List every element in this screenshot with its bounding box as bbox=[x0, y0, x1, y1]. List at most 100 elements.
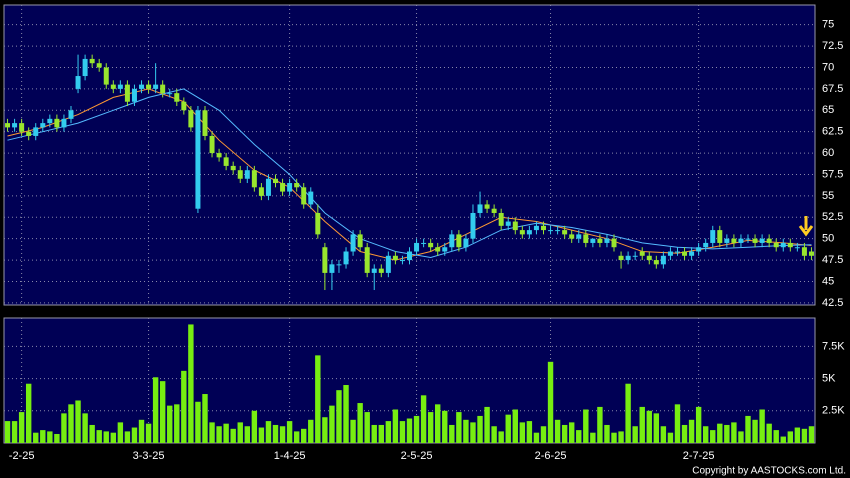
y-tick-label: 70 bbox=[822, 61, 834, 73]
volume-bar bbox=[660, 426, 667, 443]
candle-body bbox=[33, 127, 39, 136]
volume-bar bbox=[4, 421, 11, 443]
candle-body bbox=[456, 234, 462, 248]
volume-bar bbox=[237, 422, 243, 443]
volume-bar bbox=[653, 413, 660, 443]
candle-body bbox=[632, 255, 638, 257]
volume-bar bbox=[695, 406, 702, 443]
moving-average-line bbox=[7, 88, 812, 259]
arrow-marker bbox=[798, 216, 814, 237]
candle-body bbox=[555, 230, 561, 232]
candle-body bbox=[463, 238, 469, 248]
y-tick-label: 75 bbox=[822, 19, 834, 31]
y-tick-label: 47.5 bbox=[822, 254, 843, 266]
volume-bar bbox=[230, 428, 236, 443]
volume-bar bbox=[717, 423, 723, 443]
candle-body bbox=[745, 238, 751, 240]
candle-body bbox=[174, 93, 180, 102]
candle-body bbox=[801, 247, 807, 256]
volume-bar bbox=[533, 432, 540, 443]
volume-bar bbox=[181, 370, 187, 443]
candle-body bbox=[167, 93, 173, 95]
candle-body bbox=[280, 183, 286, 192]
volume-bar bbox=[794, 427, 801, 443]
volume-bar bbox=[590, 432, 596, 443]
volume-bar bbox=[759, 409, 765, 443]
volume-bar bbox=[202, 394, 208, 443]
volume-bar bbox=[33, 432, 39, 443]
volume-bar bbox=[357, 403, 363, 443]
volume-bar bbox=[40, 430, 46, 443]
volume-bar bbox=[272, 424, 279, 443]
candle-body bbox=[569, 234, 575, 239]
plot-layer: 42.5 45 47.5 50 52.5 55 57.5 60 62.5 65 67.5 70 72.5… bbox=[4, 5, 845, 462]
candle-body bbox=[96, 63, 102, 68]
candle-body bbox=[209, 135, 215, 154]
candle-body bbox=[667, 251, 673, 256]
candle-body bbox=[5, 123, 11, 128]
candle-body bbox=[146, 84, 152, 89]
volume-bar bbox=[159, 381, 166, 443]
volume-bar bbox=[96, 430, 102, 443]
y-tick-label: 42.5 bbox=[822, 297, 843, 309]
volume-bar bbox=[604, 424, 610, 443]
volume-bar bbox=[301, 428, 307, 443]
candle-body bbox=[19, 123, 25, 132]
candle-body bbox=[498, 212, 504, 226]
volume-bar bbox=[470, 422, 476, 443]
candle-body bbox=[258, 187, 264, 196]
volume-bar bbox=[540, 426, 547, 443]
candle-body bbox=[710, 230, 716, 243]
y-tick-label: 55 bbox=[822, 190, 834, 202]
volume-bar bbox=[124, 431, 131, 443]
candle-body bbox=[660, 255, 666, 265]
volume-bar bbox=[286, 421, 293, 443]
candle-body bbox=[40, 123, 46, 128]
volume-bar bbox=[463, 419, 469, 443]
candle-body bbox=[308, 191, 314, 205]
copyright: Copyright by AASTOCKS.com Ltd. bbox=[692, 466, 846, 477]
volume-bar bbox=[427, 412, 434, 443]
candle-body bbox=[533, 225, 539, 231]
candle-body bbox=[526, 230, 532, 235]
x-tick-label: 3-3-25 bbox=[133, 450, 165, 462]
volume-bar bbox=[11, 421, 18, 443]
volume-bar bbox=[406, 418, 413, 443]
volume-bar bbox=[808, 426, 815, 443]
volume-bar bbox=[667, 432, 674, 443]
y-tick-label: 65 bbox=[822, 104, 834, 116]
candle-body bbox=[139, 84, 145, 89]
volume-bar bbox=[449, 424, 455, 443]
volume-bar bbox=[47, 431, 53, 443]
volume-bar bbox=[801, 428, 808, 443]
candle-body bbox=[371, 268, 377, 273]
x-tick-label: 2-7-25 bbox=[683, 450, 715, 462]
volume-bar bbox=[639, 406, 645, 443]
candle-body bbox=[237, 170, 243, 179]
volume-bar bbox=[75, 400, 81, 443]
volume-bar bbox=[561, 424, 568, 443]
candle-body bbox=[273, 178, 279, 184]
candle-body bbox=[808, 251, 814, 256]
y-tick-label: 67.5 bbox=[822, 83, 843, 95]
candle-body bbox=[287, 183, 293, 192]
volume-bar bbox=[308, 419, 314, 443]
candle-body bbox=[378, 268, 384, 273]
candle-body bbox=[244, 170, 250, 179]
candle-body bbox=[794, 247, 800, 249]
volume-bar bbox=[279, 426, 286, 443]
candle-body bbox=[82, 58, 88, 77]
candle-body bbox=[75, 76, 81, 89]
volume-bar bbox=[681, 424, 688, 443]
candle-body bbox=[153, 84, 159, 89]
x-tick-label: 2-6-25 bbox=[535, 450, 567, 462]
y-tick-label: 72.5 bbox=[822, 40, 843, 52]
x-tick-label: 1-4-25 bbox=[274, 450, 306, 462]
candle-body bbox=[265, 178, 271, 196]
candle-body bbox=[54, 118, 60, 128]
volume-bar bbox=[223, 423, 229, 443]
volume-bar bbox=[554, 419, 561, 443]
candle-body bbox=[604, 238, 610, 243]
volume-bar bbox=[18, 412, 25, 443]
y-tick-label: 45 bbox=[822, 275, 834, 287]
